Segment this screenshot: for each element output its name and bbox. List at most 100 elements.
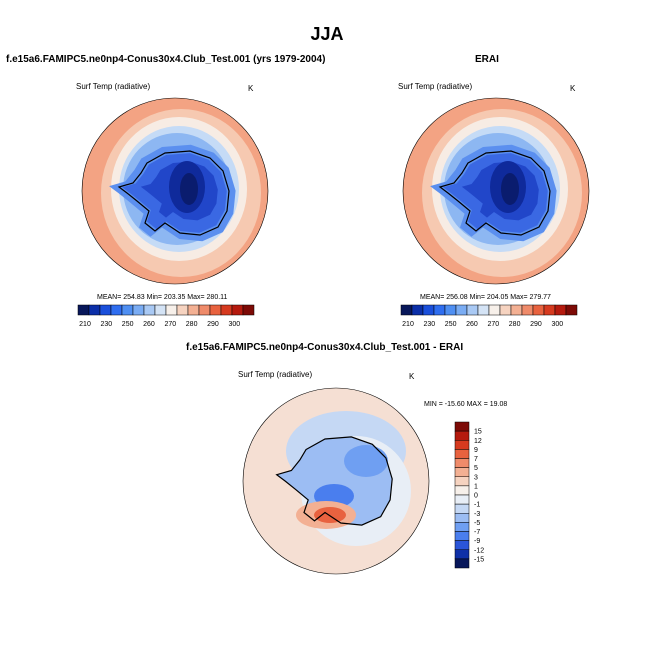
colorbar-cell	[543, 304, 556, 316]
colorbar-cell	[433, 304, 446, 316]
colorbar-cell	[422, 304, 435, 316]
colorbar-tick-label: -1	[474, 502, 480, 509]
colorbar-cell	[121, 304, 134, 316]
colorbar-cell	[99, 304, 112, 316]
colorbar-tick-label: 260	[466, 321, 478, 328]
colorbar-tick-label: 7	[474, 456, 478, 463]
panel-title-diff: f.e15a6.FAMIPC5.ne0np4-Conus30x4.Club_Te…	[186, 342, 464, 353]
coastline	[438, 150, 551, 236]
colorbar-cell	[454, 458, 470, 468]
colorbar-cell	[411, 304, 424, 316]
polar-map-erai	[402, 97, 590, 285]
colorbar-tick-label: 0	[474, 493, 478, 500]
variable-label-diff: Surf Temp (radiative)	[238, 370, 313, 379]
colorbar-cell	[554, 304, 567, 316]
colorbar-tick-label: -9	[474, 538, 480, 545]
colorbar-tick-label: 15	[474, 429, 482, 436]
colorbar-tick-label: 250	[445, 321, 457, 328]
colorbar-cell	[187, 304, 200, 316]
colorbar-cell	[454, 440, 470, 450]
colorbar-cell	[154, 304, 167, 316]
colorbar-cell	[532, 304, 545, 316]
colorbar-cell	[454, 476, 470, 487]
colorbar-cell	[110, 304, 123, 316]
colorbar-cell	[499, 304, 512, 316]
colorbar-cell	[242, 304, 255, 316]
warm-core	[314, 507, 346, 523]
colorbar-cell	[454, 485, 470, 496]
colorbar-cell	[444, 304, 457, 316]
colorbar-cell	[488, 304, 501, 316]
colorbar-cell	[466, 304, 479, 316]
variable-label-model: Surf Temp (radiative)	[76, 82, 151, 91]
colorbar-tick-label: 12	[474, 438, 482, 445]
colorbar-tick-label: 250	[122, 321, 134, 328]
colorbar-cell	[454, 549, 470, 560]
stats-erai: MEAN= 256.08 Min= 204.05 Max= 279.77	[420, 294, 551, 301]
colorbar-tick-label: -7	[474, 529, 480, 536]
colorbar-tick-label: 300	[228, 321, 240, 328]
coastline	[275, 436, 393, 526]
colorbar-cell	[454, 421, 470, 432]
colorbar-erai: 210 230 250 260 270 280 290 300	[400, 304, 578, 328]
colorbar-cell	[454, 449, 470, 459]
colorbar-cell	[165, 304, 178, 316]
colorbar-cell	[143, 304, 156, 316]
colorbar-diff: 15 12 9 7 5 3 1 0 -1 -3 -5 -7 -9 -12 -15	[454, 421, 484, 569]
colorbar-tick-label: -3	[474, 511, 480, 518]
polar-map-diff	[242, 387, 430, 575]
colorbar-cell	[565, 304, 578, 316]
colorbar-cell	[454, 494, 470, 505]
colorbar-tick-label: -12	[474, 547, 484, 554]
colorbar-tick-label: 280	[186, 321, 198, 328]
polar-map-model	[81, 97, 269, 285]
colorbar-cell	[88, 304, 101, 316]
colorbar-tick-label: 9	[474, 447, 478, 454]
colorbar-cell	[209, 304, 222, 316]
colorbar-cell	[132, 304, 145, 316]
colorbar-tick-label: 230	[100, 321, 112, 328]
units-label-erai: K	[570, 84, 576, 93]
colorbar-tick-label: 270	[487, 321, 499, 328]
colorbar-cell	[454, 467, 470, 477]
colorbar-tick-label: 290	[530, 321, 542, 328]
panel-title-model: f.e15a6.FAMIPC5.ne0np4-Conus30x4.Club_Te…	[6, 54, 326, 65]
colorbar-tick-label: 290	[207, 321, 219, 328]
colorbar-tick-label: -15	[474, 556, 484, 563]
panel-title-erai: ERAI	[475, 54, 499, 65]
colorbar-cell	[477, 304, 490, 316]
map-border	[81, 97, 269, 285]
cool-core-east	[344, 445, 388, 477]
colorbar-tick-label: -5	[474, 520, 480, 527]
colorbar-cell	[510, 304, 523, 316]
variable-label-erai: Surf Temp (radiative)	[398, 82, 473, 91]
colorbar-cell	[455, 304, 468, 316]
colorbar-cell	[176, 304, 189, 316]
colorbar-tick-label: 280	[509, 321, 521, 328]
colorbar-model: 210 230 250 260 270 280 290 300	[77, 304, 255, 328]
colorbar-tick-label: 260	[143, 321, 155, 328]
map-border	[242, 387, 430, 575]
colorbar-cell	[454, 540, 470, 550]
colorbar-tick-label: 300	[551, 321, 563, 328]
colorbar-cell	[400, 304, 413, 316]
plateau-min	[180, 173, 198, 205]
colorbar-cell	[454, 558, 470, 569]
colorbar-cell	[454, 430, 470, 441]
units-label-model: K	[248, 84, 254, 93]
colorbar-cell	[454, 522, 470, 532]
colorbar-cell	[220, 304, 233, 316]
colorbar-tick-label: 3	[474, 474, 478, 481]
colorbar-cell	[521, 304, 534, 316]
units-label-diff: K	[409, 372, 415, 381]
colorbar-tick-label: 210	[79, 321, 91, 328]
page-title: JJA	[310, 24, 344, 44]
plateau-min	[501, 173, 519, 205]
stats-model: MEAN= 254.83 Min= 203.35 Max= 280.11	[97, 294, 228, 301]
map-border	[402, 97, 590, 285]
colorbar-cell	[454, 503, 470, 514]
colorbar-cell	[77, 304, 90, 316]
colorbar-cell	[454, 513, 470, 523]
colorbar-tick-label: 270	[164, 321, 176, 328]
colorbar-tick-label: 230	[423, 321, 435, 328]
